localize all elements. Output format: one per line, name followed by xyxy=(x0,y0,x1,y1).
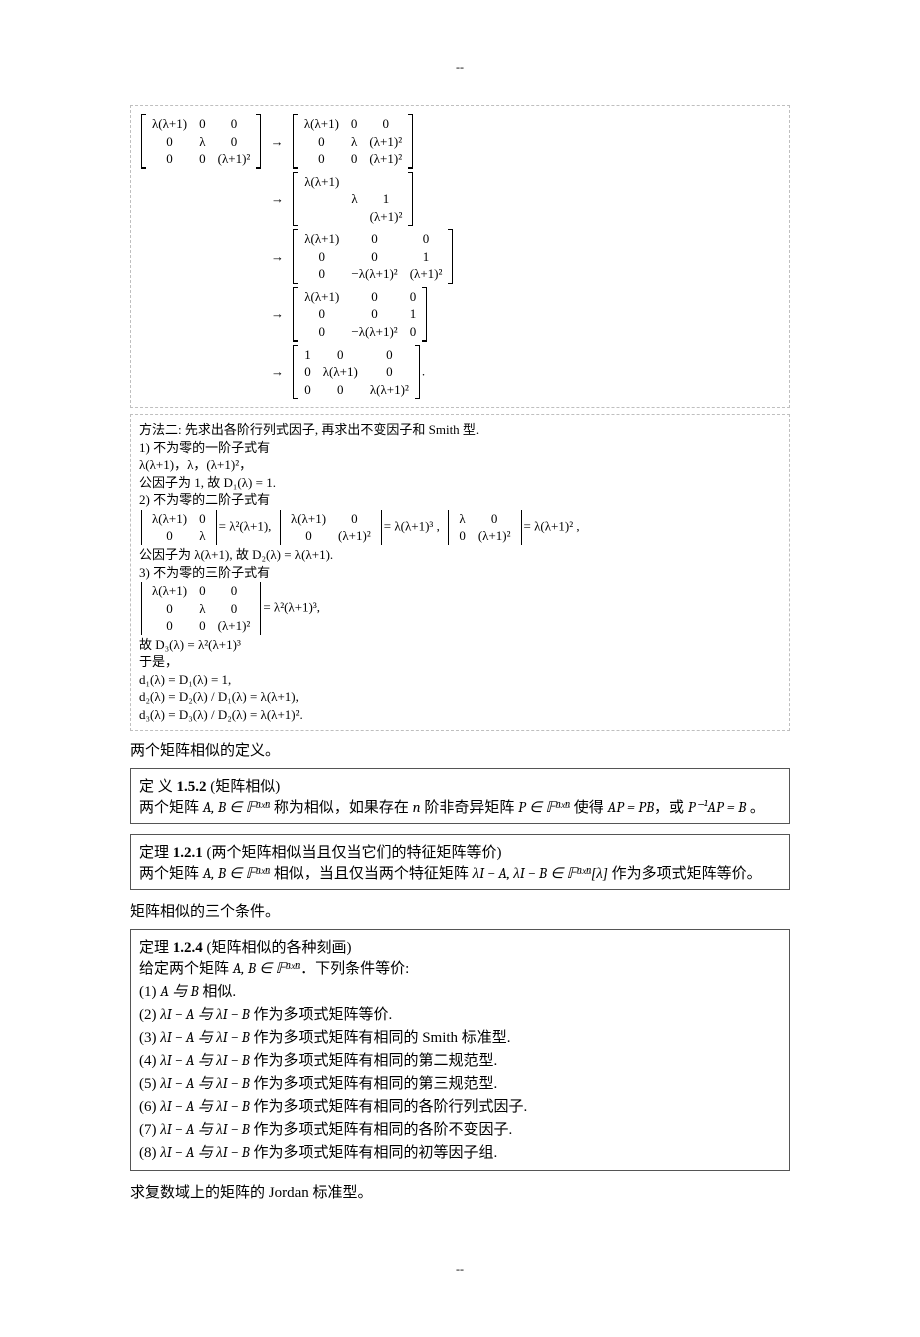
arrow-icon: → xyxy=(267,190,288,208)
matrix-3: λ(λ+1)00 001 0−λ(λ+1)²(λ+1)² xyxy=(293,229,453,284)
reduction-step-5: → 100 0λ(λ+1)0 00λ(λ+1)² . xyxy=(139,344,781,401)
arrow-icon: → xyxy=(267,305,288,323)
reduction-step-2: → λ(λ+1) λ1 (λ+1)² xyxy=(139,171,781,228)
order3-conclusion: 故 D₃(λ) = λ²(λ+1)³ xyxy=(139,636,781,654)
theorem-1-2-1-body: 两个矩阵 A, B ∈ 𝔽ⁿˣⁿ 相似，当且仅当两个特征矩阵 λI − A, λ… xyxy=(139,862,781,883)
order1-expr: λ(λ+1)，λ，(λ+1)²， xyxy=(139,456,781,474)
theorem-1-2-4: 定理 1.2.4 (矩阵相似的各种刻画) 给定两个矩阵 A, B ∈ 𝔽ⁿˣⁿ．… xyxy=(130,929,790,1171)
det-2b: λ(λ+1)0 0(λ+1)² xyxy=(280,510,382,545)
cond-1: (1) A 与 B 相似. xyxy=(139,980,781,1001)
det-3-eq: = λ²(λ+1)³, xyxy=(263,599,320,614)
cond-3: (3) λI − A 与 λI − B 作为多项式矩阵有相同的 Smith 标准… xyxy=(139,1026,781,1047)
matrix-2: λ(λ+1) λ1 (λ+1)² xyxy=(293,172,413,227)
invariant-d2: d₂(λ) = D₂(λ) / D₁(λ) = λ(λ+1), xyxy=(139,688,781,706)
det-3: λ(λ+1)00 0λ0 00(λ+1)² xyxy=(141,582,261,635)
hence-label: 于是， xyxy=(139,653,781,671)
matrix-4: λ(λ+1)00 001 0−λ(λ+1)²0 xyxy=(293,287,427,342)
theorem-1-2-4-lead: 给定两个矩阵 A, B ∈ 𝔽ⁿˣⁿ．下列条件等价: xyxy=(139,957,781,978)
arrow-icon: → xyxy=(267,133,288,151)
order2-conclusion: 公因子为 λ(λ+1), 故 D₂(λ) = λ(λ+1). xyxy=(139,546,781,564)
det-2a-eq: = λ²(λ+1), xyxy=(219,518,272,533)
method-two-block: 方法二: 先求出各阶行列式因子, 再求出不变因子和 Smith 型. 1) 不为… xyxy=(130,414,790,730)
det-2c: λ0 0(λ+1)² xyxy=(448,510,521,545)
invariant-d1: d₁(λ) = D₁(λ) = 1, xyxy=(139,671,781,689)
cond-4: (4) λI − A 与 λI − B 作为多项式矩阵有相同的第二规范型. xyxy=(139,1049,781,1070)
matrix-1b: λ(λ+1)00 0λ(λ+1)² 00(λ+1)² xyxy=(293,114,413,169)
method-two-title: 方法二: 先求出各阶行列式因子, 再求出不变因子和 Smith 型. xyxy=(139,421,781,439)
cond-2: (2) λI − A 与 λI − B 作为多项式矩阵等价. xyxy=(139,1003,781,1024)
order3-determinant: λ(λ+1)00 0λ0 00(λ+1)² = λ²(λ+1)³, xyxy=(139,581,781,636)
order2-heading: 2) 不为零的二阶子式有 xyxy=(139,491,781,509)
paragraph-three-conditions: 矩阵相似的三个条件。 xyxy=(130,900,790,921)
matrix-reduction-block: λ(λ+1)00 0λ0 00(λ+1)² → λ(λ+1)00 0λ(λ+1)… xyxy=(130,105,790,408)
page-header-dash: -- xyxy=(130,60,790,75)
det-2a: λ(λ+1)0 0λ xyxy=(141,510,217,545)
reduction-step-3: → λ(λ+1)00 001 0−λ(λ+1)²(λ+1)² xyxy=(139,228,781,285)
order2-determinants: λ(λ+1)0 0λ = λ²(λ+1), λ(λ+1)0 0(λ+1)² = … xyxy=(139,509,781,546)
arrow-icon: → xyxy=(267,248,288,266)
definition-1-5-2: 定 义 1.5.2 (矩阵相似) 两个矩阵 A, B ∈ 𝔽ⁿˣⁿ 称为相似，如… xyxy=(130,768,790,824)
cond-6: (6) λI − A 与 λI − B 作为多项式矩阵有相同的各阶行列式因子. xyxy=(139,1095,781,1116)
det-2c-eq: = λ(λ+1)² , xyxy=(524,518,580,533)
definition-1-5-2-title: 定 义 1.5.2 (矩阵相似) xyxy=(139,775,781,796)
theorem-1-2-1: 定理 1.2.1 (两个矩阵相似当且仅当它们的特征矩阵等价) 两个矩阵 A, B… xyxy=(130,834,790,890)
theorem-1-2-4-title: 定理 1.2.4 (矩阵相似的各种刻画) xyxy=(139,936,781,957)
order1-heading: 1) 不为零的一阶子式有 xyxy=(139,439,781,457)
page-footer-dash: -- xyxy=(130,1262,790,1277)
final-period: . xyxy=(422,363,425,378)
order3-heading: 3) 不为零的三阶子式有 xyxy=(139,564,781,582)
order1-conclusion: 公因子为 1, 故 D₁(λ) = 1. xyxy=(139,474,781,492)
invariant-d3: d₃(λ) = D₃(λ) / D₂(λ) = λ(λ+1)². xyxy=(139,706,781,724)
det-2b-eq: = λ(λ+1)³ , xyxy=(384,518,440,533)
paragraph-jordan: 求复数域上的矩阵的 Jordan 标准型。 xyxy=(130,1181,790,1202)
arrow-icon: → xyxy=(267,363,288,381)
theorem-1-2-1-title: 定理 1.2.1 (两个矩阵相似当且仅当它们的特征矩阵等价) xyxy=(139,841,781,862)
matrix-1a: λ(λ+1)00 0λ0 00(λ+1)² xyxy=(141,114,261,169)
cond-5: (5) λI − A 与 λI − B 作为多项式矩阵有相同的第三规范型. xyxy=(139,1072,781,1093)
definition-1-5-2-body: 两个矩阵 A, B ∈ 𝔽ⁿˣⁿ 称为相似，如果存在 n 阶非奇异矩阵 P ∈ … xyxy=(139,796,781,817)
matrix-5: 100 0λ(λ+1)0 00λ(λ+1)² xyxy=(293,345,420,400)
cond-8: (8) λI − A 与 λI − B 作为多项式矩阵有相同的初等因子组. xyxy=(139,1141,781,1162)
paragraph-similarity-def-intro: 两个矩阵相似的定义。 xyxy=(130,739,790,760)
reduction-step-4: → λ(λ+1)00 001 0−λ(λ+1)²0 xyxy=(139,286,781,343)
cond-7: (7) λI − A 与 λI − B 作为多项式矩阵有相同的各阶不变因子. xyxy=(139,1118,781,1139)
reduction-step-1: λ(λ+1)00 0λ0 00(λ+1)² → λ(λ+1)00 0λ(λ+1)… xyxy=(139,113,781,170)
